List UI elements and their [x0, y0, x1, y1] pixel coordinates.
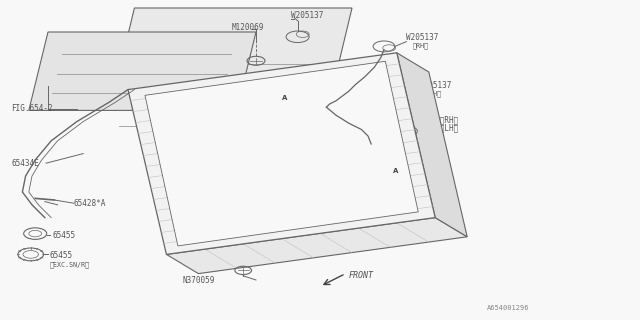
Polygon shape: [115, 8, 352, 88]
Text: A: A: [282, 95, 287, 100]
Bar: [278, 94, 292, 101]
Text: 65435A: 65435A: [413, 178, 440, 187]
Text: 〈RH〉: 〈RH〉: [413, 43, 429, 49]
Text: W205137: W205137: [406, 33, 439, 42]
Polygon shape: [145, 61, 418, 246]
Text: 65484A: 65484A: [413, 152, 440, 161]
Text: 〈LH〉: 〈LH〉: [426, 91, 442, 97]
Text: 〈EXC.SN/R〉: 〈EXC.SN/R〉: [413, 188, 453, 194]
Polygon shape: [128, 53, 435, 254]
Text: FIG.654-2: FIG.654-2: [12, 104, 53, 113]
Text: 65434E: 65434E: [12, 159, 39, 168]
Text: 65455: 65455: [52, 231, 76, 240]
Text: N370059: N370059: [392, 202, 425, 211]
Text: 65455: 65455: [50, 252, 73, 260]
Text: W205137: W205137: [419, 81, 452, 90]
Polygon shape: [397, 53, 467, 237]
Text: FRONT: FRONT: [349, 271, 374, 280]
Text: N370059: N370059: [182, 276, 215, 285]
Text: A: A: [393, 168, 398, 174]
Polygon shape: [29, 32, 256, 110]
Bar: [388, 168, 403, 175]
Text: 65434G〈RH〉: 65434G〈RH〉: [413, 115, 459, 124]
Text: W205137: W205137: [291, 11, 324, 20]
Polygon shape: [166, 218, 467, 274]
Text: 65434H〈LH〉: 65434H〈LH〉: [413, 123, 459, 132]
Text: M120069: M120069: [232, 23, 264, 32]
Text: 65428*A: 65428*A: [74, 199, 106, 208]
Text: A654001296: A654001296: [486, 305, 529, 311]
Text: 〈EXC.SN/R〉: 〈EXC.SN/R〉: [50, 262, 90, 268]
